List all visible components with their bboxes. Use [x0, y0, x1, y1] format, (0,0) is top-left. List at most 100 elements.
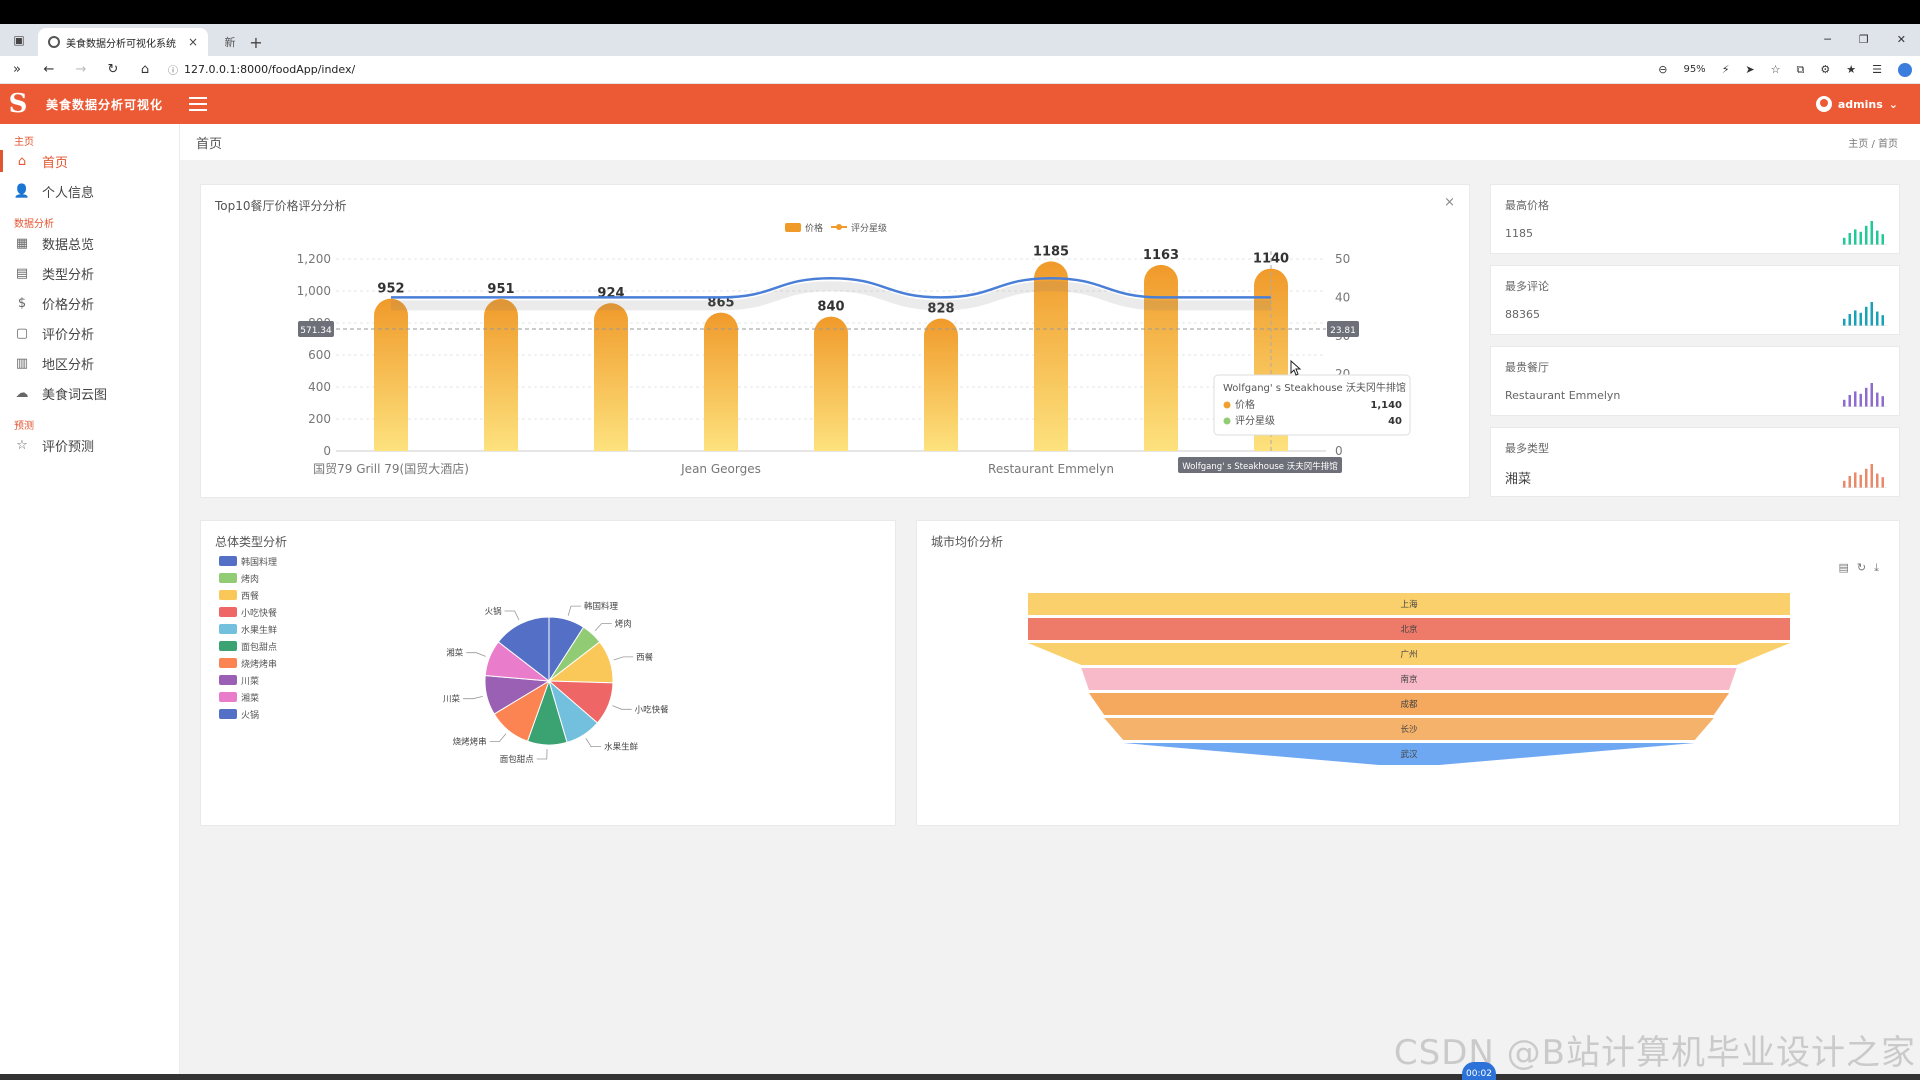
sidebar-item-label: 数据总览 — [42, 237, 95, 253]
tab-close-icon[interactable]: × — [187, 35, 198, 49]
y-tick-label: 0 — [323, 444, 331, 458]
legend-swatch — [219, 692, 237, 702]
sidebar-item-wordcloud[interactable]: ☁ 美食词云图 — [0, 378, 179, 408]
sidebar-item-overview[interactable]: ▦ 数据总览 — [0, 228, 179, 258]
legend-swatch-rating-dot — [836, 224, 842, 230]
funnel-segment — [1123, 743, 1695, 765]
x-tick-label: 国贸79 Grill 79(国贸大酒店) — [313, 462, 469, 476]
sidebar-item-label: 地区分析 — [42, 357, 95, 373]
y-right-tick-label: 50 — [1335, 252, 1350, 266]
sidebar-item-profile[interactable]: 👤 个人信息 — [0, 176, 179, 206]
funnel-label: 长沙 — [1400, 724, 1418, 735]
refresh-icon[interactable]: ↻ — [1856, 561, 1867, 574]
y-tick-label: 1,000 — [297, 284, 331, 298]
crosshair-left-badge — [298, 321, 334, 337]
crosshair-right-badge — [1327, 321, 1359, 337]
sidebar-item-region-analysis[interactable]: ▥ 地区分析 — [0, 348, 179, 378]
close-icon[interactable]: × — [1444, 195, 1455, 210]
bar-value-label: 952 — [377, 282, 404, 297]
translate-icon[interactable]: ⧉ — [1796, 62, 1805, 76]
data-view-icon[interactable]: ▤ — [1838, 561, 1849, 574]
expand-icon[interactable]: » — [13, 62, 21, 77]
sparkline-bar — [1865, 387, 1868, 407]
minimize-icon[interactable]: ─ — [1824, 33, 1831, 46]
sparkline-bar — [1843, 480, 1846, 488]
download-icon[interactable]: ⤓ — [1874, 561, 1879, 574]
bar-value-label: 1163 — [1143, 248, 1179, 263]
favorites-icon[interactable]: ★ — [1846, 63, 1857, 76]
lightning-icon[interactable]: ⚡ — [1721, 63, 1730, 76]
legend-swatch — [219, 573, 237, 583]
sidebar-item-review-analysis[interactable]: ▢ 评价分析 — [0, 318, 179, 348]
funnel-label: 上海 — [1400, 599, 1418, 610]
type-pie-chart[interactable]: 韩国料理烤肉西餐小吃快餐水果生鲜面包甜点烧烤烤串川菜湘菜火锅韩国料理烤肉西餐小吃… — [201, 521, 897, 827]
legend-swatch — [219, 607, 237, 617]
bottom-strip — [0, 1074, 1920, 1080]
user-menu[interactable]: admins ⌄ — [1815, 96, 1898, 112]
url-field[interactable]: ⓘ 127.0.0.1:8000/foodApp/index/ — [168, 59, 1644, 81]
sidebar-item-home[interactable]: ⌂ 首页 — [0, 146, 179, 176]
panel-title: 城市均价分析 — [931, 535, 1004, 549]
sidebar-item-price-analysis[interactable]: $ 价格分析 — [0, 288, 179, 318]
sparkline-icon — [1841, 221, 1887, 245]
forward-icon[interactable]: → — [75, 62, 87, 77]
legend-swatch — [219, 556, 237, 566]
logo-icon: S — [8, 89, 28, 119]
bar-price — [594, 303, 628, 451]
table-icon: ▦ — [15, 235, 29, 251]
pie-slice-label: 烤肉 — [615, 619, 632, 630]
bar-price — [1144, 264, 1178, 451]
window-close-icon[interactable]: ✕ — [1896, 33, 1906, 46]
read-aloud-icon[interactable]: ➤ — [1745, 63, 1755, 76]
legend-swatch — [219, 709, 237, 719]
sidebar-item-review-predict[interactable]: ☆ 评价预测 — [0, 430, 179, 460]
back-icon[interactable]: ← — [43, 62, 55, 77]
browser-tab-active[interactable]: 美食数据分析可视化系统 × — [38, 28, 208, 56]
tooltip-title: Wolfgang' s Steakhouse 沃夫冈牛排馆 — [1223, 381, 1406, 394]
sidebar-toggle-icon[interactable]: ▣ — [13, 33, 25, 47]
pie-slice-label: 烧烤烤串 — [453, 736, 487, 747]
reload-icon[interactable]: ↻ — [107, 62, 119, 77]
site-info-icon[interactable]: ⓘ — [168, 66, 178, 77]
funnel-segment — [1028, 643, 1790, 665]
funnel-label: 南京 — [1400, 674, 1417, 685]
menu-icon[interactable]: ☰ — [1872, 63, 1882, 76]
legend-label: 西餐 — [241, 590, 259, 602]
sparkline-bar — [1854, 391, 1857, 407]
profile-icon[interactable] — [1898, 62, 1912, 77]
pie-slice-label: 火锅 — [485, 606, 502, 617]
tooltip-dot — [1223, 401, 1231, 409]
sparkline-bar — [1848, 314, 1851, 326]
y-tick-label: 200 — [308, 412, 331, 426]
bar-price — [924, 318, 958, 451]
funnel-segment — [1028, 618, 1790, 640]
favorite-star-icon[interactable]: ☆ — [1770, 63, 1781, 76]
funnel-label: 成都 — [1400, 699, 1418, 710]
pie-slice-label: 水果生鲜 — [604, 742, 639, 753]
extensions-icon[interactable]: ⚙ — [1820, 63, 1831, 76]
chart-legend: 价格 评分星级 — [785, 222, 887, 234]
sidebar-item-type-analysis[interactable]: ▤ 类型分析 — [0, 258, 179, 288]
pie-slice-label: 韩国料理 — [584, 601, 619, 612]
restore-icon[interactable]: ❐ — [1858, 33, 1869, 46]
top10-bar-line-chart[interactable]: 价格评分星级02004006008001,0001,20001020304050… — [201, 185, 1471, 499]
hamburger-menu-icon[interactable] — [189, 97, 208, 111]
tooltip-row-value: 40 — [1388, 416, 1402, 427]
tab-new-page-icon[interactable]: 新 — [224, 36, 236, 49]
sparkline-bar — [1859, 474, 1862, 488]
crosshair-x-badge — [1178, 457, 1342, 473]
stat-card-top-type: 最多类型 湘菜 — [1490, 427, 1900, 497]
pie-slice-label: 西餐 — [636, 653, 654, 663]
sparkline-bar — [1876, 392, 1879, 407]
zoom-icon[interactable]: ⊖ — [1658, 63, 1668, 76]
dollar-icon: $ — [17, 295, 27, 311]
stat-value: 1185 — [1505, 227, 1533, 240]
home-page-icon[interactable]: ⌂ — [140, 62, 150, 77]
timer-badge: 00:02 — [1462, 1062, 1496, 1080]
bar-value-label: 865 — [707, 296, 734, 311]
pie-slice-label: 面包甜点 — [500, 754, 535, 765]
pie-label-line — [466, 652, 486, 657]
new-tab-button[interactable]: + — [249, 32, 263, 52]
